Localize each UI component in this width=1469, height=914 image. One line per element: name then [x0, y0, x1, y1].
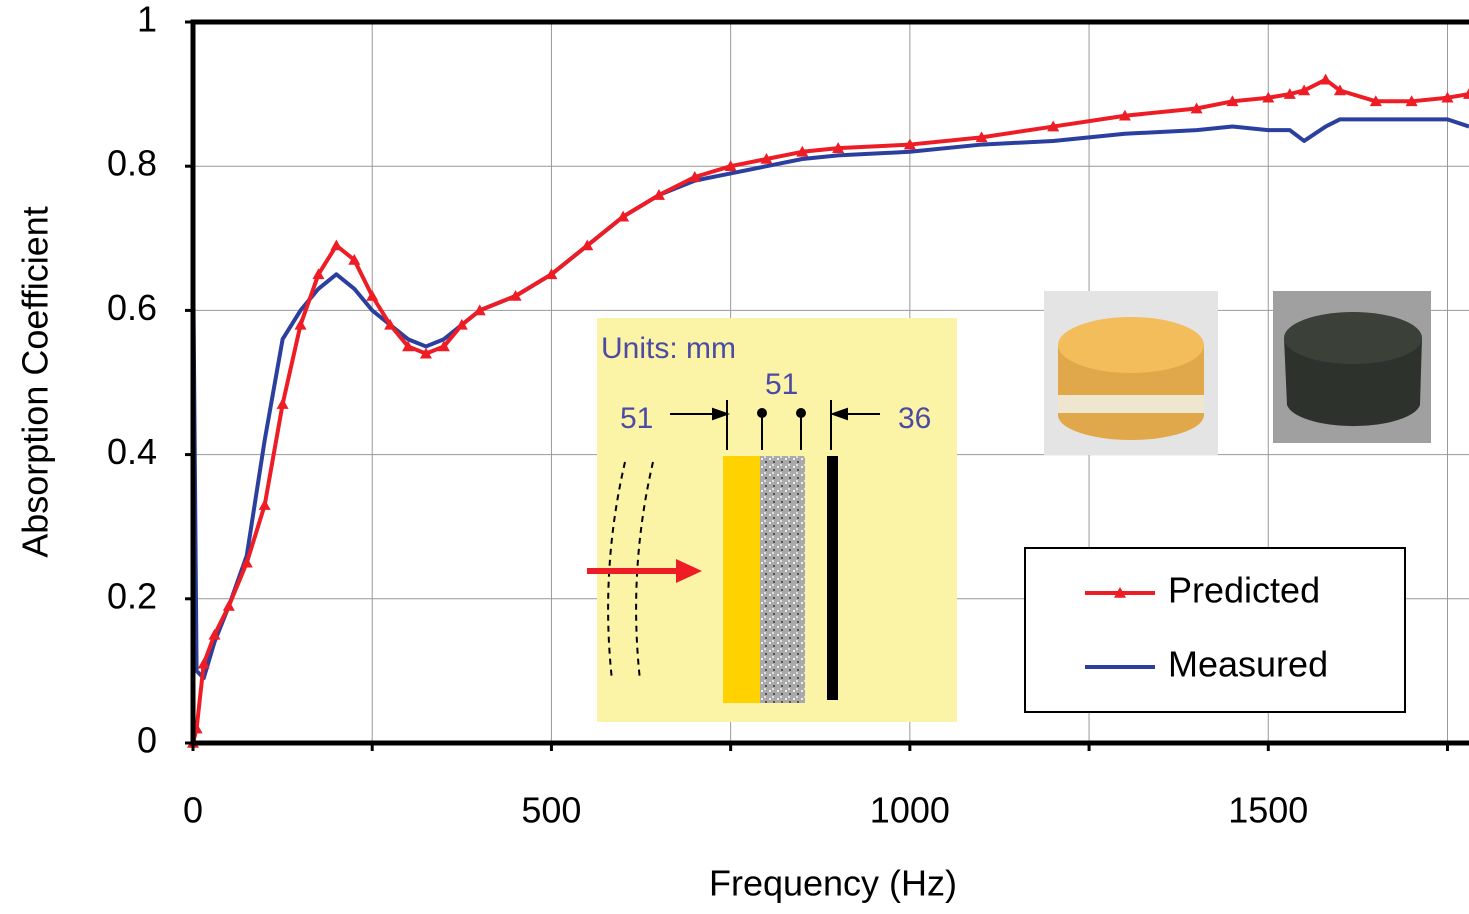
point-marker	[1333, 84, 1346, 96]
x-tick-label: 1500	[1228, 790, 1308, 831]
legend-marker	[1114, 587, 1126, 598]
point-marker	[240, 556, 253, 568]
legend-box	[1024, 547, 1406, 713]
point-marker	[1118, 109, 1131, 121]
dimension-lines	[607, 400, 880, 681]
point-marker	[581, 239, 594, 251]
point-marker	[419, 347, 432, 359]
inset-diagram: Units: mm 51 51 36	[587, 318, 957, 722]
inset-dim: 51	[765, 368, 798, 401]
y-tick-label: 0.4	[107, 431, 157, 472]
point-marker	[1047, 120, 1060, 132]
point-marker	[832, 142, 845, 153]
point-marker	[473, 304, 486, 316]
incident-arrow-head	[676, 559, 702, 583]
x-tick-label: 1000	[870, 790, 950, 831]
point-marker	[366, 289, 379, 301]
x-tick-label: 500	[521, 790, 581, 831]
point-marker	[1262, 91, 1275, 103]
point-marker	[1319, 73, 1332, 85]
point-marker	[1369, 95, 1382, 107]
series	[187, 73, 1469, 748]
point-marker	[276, 398, 289, 409]
x-tick-label: 0	[183, 790, 203, 831]
point-marker	[1298, 84, 1311, 96]
layer-foam	[760, 456, 805, 703]
photo-samples	[1044, 291, 1431, 455]
y-tick-label: 1	[137, 0, 157, 40]
point-marker	[688, 171, 701, 182]
sample-1-top	[1058, 317, 1204, 373]
point-marker	[617, 210, 630, 222]
point-marker	[1226, 95, 1239, 107]
point-marker	[1283, 88, 1296, 99]
inset-dim: 51	[620, 402, 653, 435]
sample-1-band	[1058, 395, 1204, 413]
point-marker	[1405, 95, 1418, 107]
point-marker	[975, 131, 988, 143]
y-axis-label: Absorption Coefficient	[15, 206, 56, 558]
point-marker	[330, 239, 343, 251]
x-axis-label: Frequency (Hz)	[709, 863, 957, 904]
point-marker	[312, 268, 325, 280]
legend-label: Predicted	[1168, 570, 1320, 611]
point-marker	[197, 657, 210, 669]
legend-label: Measured	[1168, 644, 1328, 685]
point-marker	[545, 268, 558, 280]
axis-frame	[190, 19, 1469, 746]
point-marker	[348, 253, 361, 265]
y-tick-label: 0	[137, 720, 157, 761]
sample-2-top	[1284, 312, 1422, 364]
point-marker	[652, 189, 665, 200]
point-marker	[455, 318, 468, 330]
point-marker	[437, 340, 450, 352]
y-tick-label: 0.2	[107, 575, 157, 616]
point-marker	[796, 145, 809, 157]
layer-backing	[827, 456, 838, 700]
point-marker	[402, 340, 415, 352]
point-marker	[384, 318, 397, 330]
y-tick-label: 0.8	[107, 143, 157, 184]
point-marker	[760, 152, 773, 164]
layer-yellow	[723, 456, 760, 703]
y-tick-label: 0.6	[107, 287, 157, 328]
inset-dim: 36	[898, 402, 931, 435]
legend: Predicted Measured	[1024, 547, 1406, 713]
point-marker	[1441, 91, 1454, 103]
point-marker	[222, 600, 235, 611]
inset-units: Units: mm	[601, 332, 736, 365]
point-marker	[724, 160, 737, 171]
point-marker	[294, 318, 307, 330]
point-marker	[258, 499, 271, 510]
point-marker	[1190, 102, 1203, 114]
point-marker	[903, 138, 916, 150]
frame: 0 0.2 0.4 0.6 0.8 1 0 500 1000 1500	[107, 0, 1469, 831]
point-marker	[1463, 88, 1469, 99]
point-marker	[208, 628, 221, 640]
point-marker	[509, 289, 522, 301]
